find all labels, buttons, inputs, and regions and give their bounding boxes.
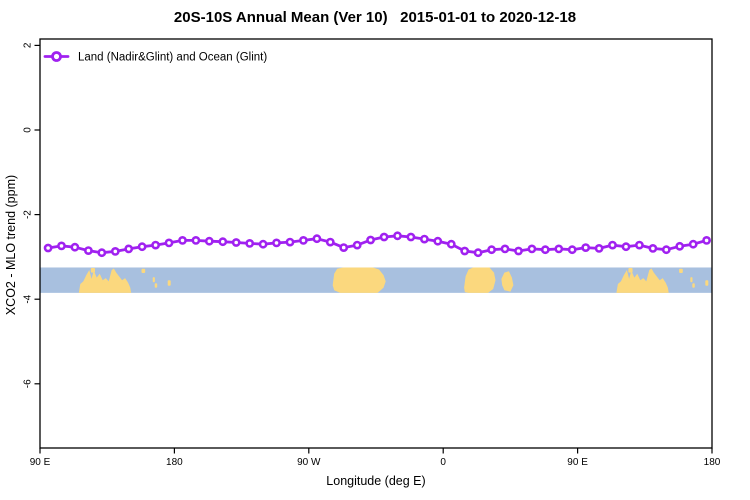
land-shape-madagascar — [501, 271, 514, 292]
data-point-marker — [473, 248, 483, 258]
legend-marker-icon — [51, 51, 62, 62]
land-shape-south-america — [332, 267, 386, 293]
data-point-marker — [178, 235, 187, 245]
x-tick-label: 180 — [166, 457, 183, 468]
data-point-marker — [661, 245, 671, 255]
data-point-marker — [635, 240, 644, 250]
land-shape-australia — [616, 268, 669, 293]
land-shape-new-caledonia — [154, 283, 158, 288]
data-point-marker — [379, 232, 389, 242]
y-tick-label: -4 — [23, 294, 34, 303]
data-point-marker — [97, 248, 107, 258]
y-tick-label: 2 — [23, 42, 34, 48]
y-tick-label: 0 — [23, 127, 34, 133]
data-point-marker — [702, 235, 711, 245]
data-point-marker — [164, 238, 174, 248]
data-point-marker — [245, 238, 255, 248]
data-point-marker — [110, 246, 120, 256]
data-point-marker — [460, 246, 470, 256]
data-point-marker — [57, 241, 66, 251]
y-tick-label: -2 — [23, 210, 34, 219]
data-point-marker — [285, 237, 295, 247]
land-shape-fiji — [167, 280, 171, 286]
data-point-marker — [84, 246, 93, 255]
data-point-marker — [487, 245, 496, 255]
data-point-marker — [446, 239, 456, 249]
series-line — [46, 234, 708, 255]
land-shape-vanuatu — [152, 277, 155, 283]
land-shape-timor — [90, 268, 95, 273]
data-point-marker — [204, 236, 214, 246]
land-shape-vanuatu — [690, 277, 693, 283]
land-shape-australia — [78, 268, 132, 293]
data-point-marker — [312, 234, 322, 244]
data-point-marker — [272, 238, 281, 248]
data-point-marker — [621, 242, 631, 252]
x-axis-label: Longitude (deg E) — [326, 474, 426, 488]
data-point-marker — [366, 235, 375, 245]
data-point-marker — [648, 243, 658, 253]
chart-title: 20S-10S Annual Mean (Ver 10) 2015-01-01 … — [173, 9, 577, 26]
data-point-marker — [325, 237, 335, 247]
data-point-marker — [567, 245, 577, 255]
land-shape-africa — [464, 267, 496, 293]
x-tick-label: 0 — [440, 457, 446, 468]
data-point-marker — [688, 239, 698, 249]
data-point-marker — [231, 238, 241, 247]
data-point-marker — [554, 244, 564, 254]
x-tick-label: 180 — [704, 457, 721, 468]
data-point-marker — [500, 244, 510, 254]
data-point-marker — [608, 240, 617, 250]
data-point-marker — [298, 235, 308, 245]
land-shape-solomon-islands — [679, 268, 683, 273]
data-point-marker — [137, 242, 147, 252]
data-point-marker — [594, 243, 604, 253]
x-tick-label: 90 E — [567, 457, 588, 468]
data-point-marker — [540, 245, 550, 255]
data-point-marker — [43, 243, 53, 253]
land-shape-fiji — [705, 280, 709, 286]
data-point-marker — [258, 239, 268, 249]
data-point-marker — [419, 234, 429, 244]
x-tick-label: 90 E — [30, 457, 51, 468]
data-point-marker — [352, 240, 362, 250]
land-shape-timor — [628, 268, 633, 273]
data-point-marker — [527, 244, 537, 254]
data-point-marker — [406, 232, 416, 242]
data-point-marker — [70, 242, 80, 252]
y-tick-label: -6 — [23, 379, 34, 388]
data-point-marker — [393, 231, 402, 241]
data-point-marker — [514, 246, 523, 256]
data-point-marker — [124, 244, 134, 254]
data-point-marker — [433, 236, 443, 246]
x-tick-label: 90 W — [297, 457, 321, 468]
data-point-marker — [581, 243, 591, 252]
data-point-marker — [151, 240, 160, 250]
land-shape-solomon-islands — [141, 268, 146, 273]
data-point-marker — [191, 235, 201, 245]
data-point-marker — [675, 241, 685, 251]
y-axis-label: XCO2 - MLO trend (ppm) — [4, 174, 18, 316]
data-point-marker — [339, 243, 349, 252]
data-point-marker — [218, 237, 228, 247]
land-shape-new-caledonia — [692, 283, 695, 288]
legend-label: Land (Nadir&Glint) and Ocean (Glint) — [78, 52, 267, 64]
plot-border — [39, 38, 713, 449]
